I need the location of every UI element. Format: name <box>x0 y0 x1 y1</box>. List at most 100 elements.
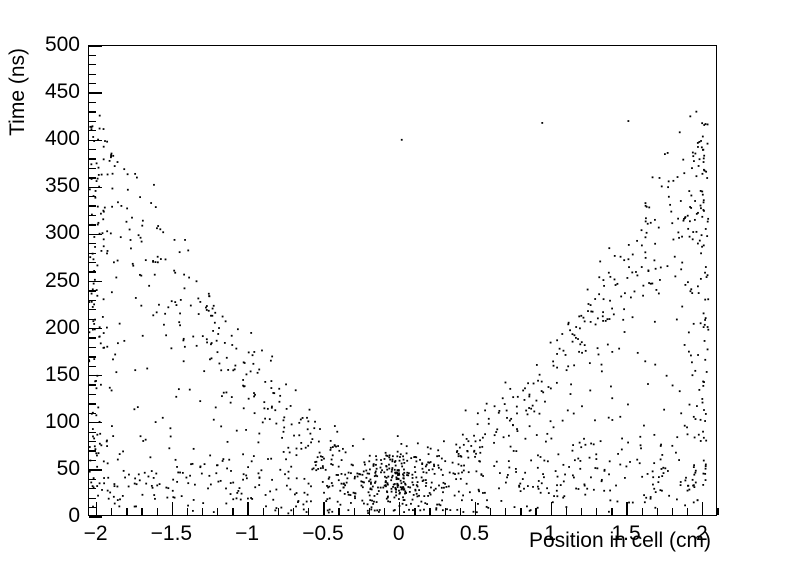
y-tick-minor <box>89 101 96 104</box>
y-tick-minor <box>89 478 96 480</box>
y-tick-minor <box>89 393 96 396</box>
x-tick-minor <box>292 508 295 515</box>
y-tick-major <box>89 516 102 518</box>
x-tick-major <box>323 502 325 515</box>
y-tick-minor <box>89 497 96 499</box>
y-tick-major <box>89 233 102 236</box>
x-tick-label: 2 <box>695 522 708 545</box>
scatter-points <box>89 46 716 515</box>
y-tick-minor <box>89 309 96 311</box>
y-tick-minor <box>89 318 96 320</box>
y-tick-minor <box>89 83 96 85</box>
x-tick-minor <box>353 508 355 515</box>
y-tick-major <box>89 422 102 424</box>
y-tick-label: 400 <box>44 127 80 151</box>
x-tick-major <box>626 502 628 515</box>
y-tick-minor <box>89 403 96 405</box>
x-tick-minor <box>611 508 613 515</box>
scatter-points-svg <box>89 110 710 515</box>
x-tick-minor <box>232 508 234 515</box>
y-tick-minor <box>89 459 96 462</box>
x-tick-minor <box>111 508 113 515</box>
plot-frame <box>88 45 719 518</box>
x-tick-minor <box>596 508 598 515</box>
y-tick-minor <box>89 73 96 75</box>
x-tick-minor <box>429 508 431 515</box>
y-tick-minor <box>89 337 96 339</box>
x-tick-minor <box>308 508 310 515</box>
x-tick-minor <box>414 508 416 515</box>
y-tick-label: 100 <box>44 409 80 433</box>
x-tick-label: −1.5 <box>150 522 193 545</box>
y-tick-minor <box>89 158 96 160</box>
x-tick-label: 1 <box>544 522 557 545</box>
y-tick-minor <box>89 346 96 349</box>
y-tick-label: 500 <box>44 33 80 56</box>
x-tick-minor <box>565 508 568 515</box>
y-tick-minor <box>89 214 96 217</box>
x-tick-minor <box>217 508 219 515</box>
y-tick-minor <box>89 243 96 245</box>
x-tick-label: 1.5 <box>611 522 641 545</box>
x-tick-major <box>474 502 477 515</box>
x-tick-minor <box>156 508 158 515</box>
y-tick-minor <box>89 130 96 132</box>
y-tick-label: 450 <box>44 80 80 104</box>
y-tick-minor <box>89 271 96 273</box>
x-tick-major <box>247 502 249 515</box>
y-tick-minor <box>89 196 96 198</box>
y-tick-minor <box>89 431 96 433</box>
y-tick-major <box>89 92 102 94</box>
x-tick-minor <box>671 508 674 515</box>
y-tick-label: 300 <box>44 221 80 245</box>
y-tick-label: 150 <box>44 362 80 386</box>
y-tick-label: 0 <box>68 504 80 527</box>
x-tick-major <box>550 502 552 515</box>
y-tick-minor <box>89 299 96 301</box>
x-tick-major <box>399 502 401 515</box>
y-tick-minor <box>89 365 96 367</box>
x-tick-label: 0 <box>392 522 405 545</box>
y-tick-minor <box>89 384 96 386</box>
y-tick-major <box>89 45 102 47</box>
y-tick-minor <box>89 356 96 358</box>
x-tick-major <box>702 502 704 515</box>
y-tick-minor <box>89 488 96 490</box>
y-tick-label: 200 <box>44 315 80 339</box>
x-tick-minor <box>368 508 371 515</box>
y-tick-minor <box>89 440 96 443</box>
y-tick-major <box>89 280 102 283</box>
y-tick-major <box>89 469 102 471</box>
x-tick-minor <box>202 508 204 515</box>
y-tick-minor <box>89 64 96 66</box>
x-tick-minor <box>641 508 643 515</box>
y-tick-major <box>89 186 102 188</box>
x-tick-minor <box>444 508 446 515</box>
x-tick-label: −1 <box>235 522 260 545</box>
y-tick-minor <box>89 262 96 264</box>
y-tick-minor <box>89 205 96 207</box>
x-tick-label: −2 <box>83 522 108 545</box>
x-tick-major <box>95 502 98 515</box>
y-tick-minor <box>89 111 96 113</box>
y-tick-minor <box>89 120 96 122</box>
y-tick-major <box>89 139 102 141</box>
y-tick-minor <box>89 450 96 452</box>
x-tick-minor <box>535 508 537 515</box>
x-axis-title: Position in cell (cm) <box>528 529 711 552</box>
x-tick-label: 0.5 <box>459 522 490 545</box>
x-tick-minor <box>505 508 507 515</box>
x-tick-minor <box>717 508 719 515</box>
x-tick-minor <box>186 508 189 515</box>
x-tick-minor <box>520 508 522 515</box>
x-tick-minor <box>459 508 461 515</box>
y-tick-label: 350 <box>44 174 80 198</box>
x-tick-minor <box>687 508 689 515</box>
y-tick-label: 50 <box>56 456 80 480</box>
y-tick-minor <box>89 506 96 509</box>
x-tick-minor <box>580 508 583 515</box>
y-tick-minor <box>89 54 96 57</box>
y-tick-minor <box>89 148 96 151</box>
x-tick-minor <box>338 508 340 515</box>
